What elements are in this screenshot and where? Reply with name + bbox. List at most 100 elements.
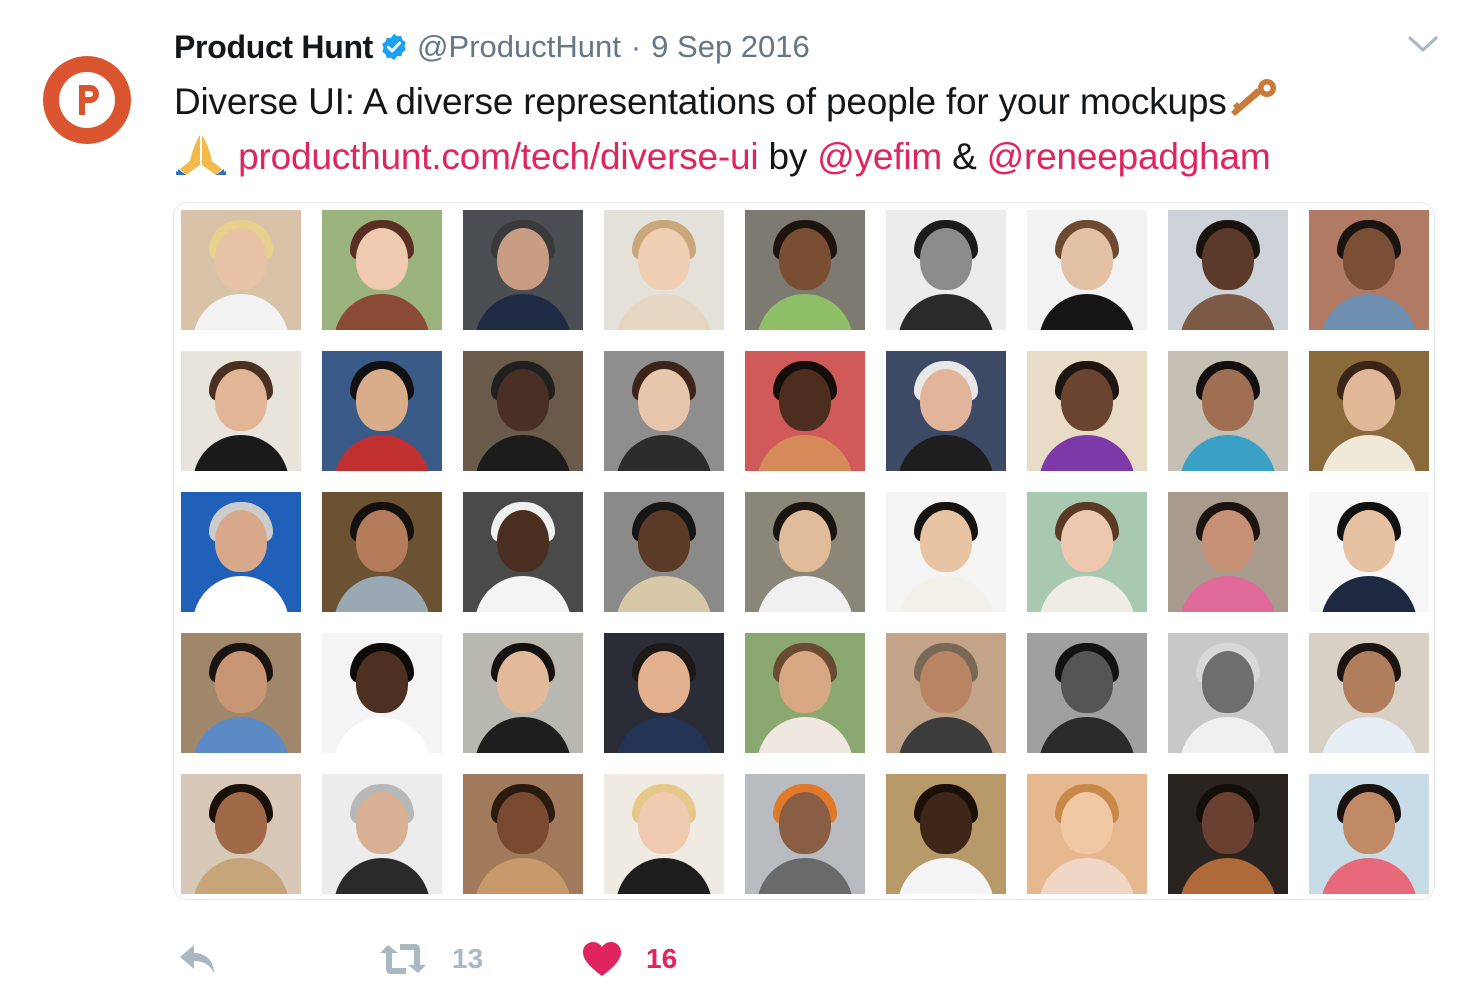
portrait-photo[interactable]: [1168, 633, 1288, 753]
portrait-head: [920, 792, 972, 854]
portrait-photo[interactable]: [322, 774, 442, 894]
portrait-photo[interactable]: [181, 492, 301, 612]
portrait-photo[interactable]: [463, 351, 583, 471]
portrait-head: [779, 369, 831, 431]
portrait-photo[interactable]: [604, 492, 724, 612]
portrait-photo[interactable]: [1168, 492, 1288, 612]
portrait-photo[interactable]: [1027, 351, 1147, 471]
portrait-body: [757, 294, 853, 330]
portrait-body: [1180, 294, 1276, 330]
portrait-head: [1343, 510, 1395, 572]
tweet-date[interactable]: 9 Sep 2016: [651, 29, 810, 64]
portrait-body: [1180, 435, 1276, 471]
portrait-head: [1202, 792, 1254, 854]
retweet-button[interactable]: 13: [378, 936, 483, 982]
portrait-photo[interactable]: [322, 633, 442, 753]
portrait-photo[interactable]: [1309, 210, 1429, 330]
portrait-photo[interactable]: [181, 351, 301, 471]
portrait-photo[interactable]: [463, 774, 583, 894]
portrait-head: [779, 228, 831, 290]
portrait-body: [898, 294, 994, 330]
portrait-body: [334, 576, 430, 612]
portrait-photo[interactable]: [1027, 774, 1147, 894]
portrait-photo[interactable]: [745, 774, 865, 894]
avatar[interactable]: [43, 56, 131, 144]
portrait-photo[interactable]: [1027, 492, 1147, 612]
like-button[interactable]: 16: [582, 936, 677, 982]
portrait-head: [215, 510, 267, 572]
portrait-body: [1321, 435, 1417, 471]
portrait-photo[interactable]: [1168, 351, 1288, 471]
mention-reneepadgham[interactable]: @reneepadgham: [986, 136, 1271, 177]
reply-icon: [180, 945, 214, 973]
portrait-photo[interactable]: [463, 210, 583, 330]
portrait-body: [1039, 435, 1135, 471]
portrait-photo[interactable]: [604, 351, 724, 471]
portrait-photo[interactable]: [181, 633, 301, 753]
portrait-body: [334, 858, 430, 894]
portrait-photo[interactable]: [181, 774, 301, 894]
portrait-body: [757, 717, 853, 753]
portrait-head: [497, 228, 549, 290]
author-name[interactable]: Product Hunt: [174, 28, 374, 65]
portrait-photo[interactable]: [322, 351, 442, 471]
portrait-photo[interactable]: [886, 492, 1006, 612]
portrait-photo[interactable]: [322, 210, 442, 330]
portrait-head: [638, 651, 690, 713]
portrait-photo[interactable]: [604, 210, 724, 330]
portrait-photo[interactable]: [1168, 210, 1288, 330]
portrait-photo[interactable]: [745, 633, 865, 753]
portrait-head: [1343, 792, 1395, 854]
portrait-photo[interactable]: [745, 210, 865, 330]
portrait-photo[interactable]: [1027, 210, 1147, 330]
portrait-body: [193, 858, 289, 894]
portrait-photo[interactable]: [886, 351, 1006, 471]
portrait-head: [497, 651, 549, 713]
portrait-photo[interactable]: [745, 351, 865, 471]
portrait-photo[interactable]: [1168, 774, 1288, 894]
portrait-body: [1039, 576, 1135, 612]
portrait-photo[interactable]: [1309, 351, 1429, 471]
portrait-head: [356, 369, 408, 431]
portrait-photo[interactable]: [322, 492, 442, 612]
portrait-body: [757, 435, 853, 471]
retweet-count: 13: [452, 943, 484, 974]
portrait-head: [638, 792, 690, 854]
portrait-photo[interactable]: [604, 633, 724, 753]
portrait-photo[interactable]: [463, 492, 583, 612]
product-hunt-logo-icon: [59, 72, 115, 128]
portrait-body: [1180, 858, 1276, 894]
portrait-photo[interactable]: [886, 774, 1006, 894]
portrait-body: [193, 576, 289, 612]
portrait-head: [1343, 369, 1395, 431]
portrait-head: [497, 369, 549, 431]
portrait-body: [475, 858, 571, 894]
portrait-photo[interactable]: [1309, 633, 1429, 753]
portrait-body: [1039, 858, 1135, 894]
portrait-head: [1061, 792, 1113, 854]
portrait-photo[interactable]: [181, 210, 301, 330]
portrait-photo[interactable]: [463, 633, 583, 753]
portrait-photo[interactable]: [1309, 774, 1429, 894]
mention-yefim[interactable]: @yefim: [817, 136, 942, 177]
tweet-link[interactable]: producthunt.com/tech/diverse-ui: [238, 136, 759, 177]
portrait-body: [616, 576, 712, 612]
portrait-photo[interactable]: [886, 633, 1006, 753]
portrait-photo[interactable]: [1309, 492, 1429, 612]
retweet-icon: [380, 944, 426, 974]
portrait-photo[interactable]: [604, 774, 724, 894]
portrait-photo[interactable]: [1027, 633, 1147, 753]
portrait-head: [215, 228, 267, 290]
portrait-head: [356, 651, 408, 713]
media-grid[interactable]: [173, 202, 1435, 900]
portrait-head: [215, 369, 267, 431]
portrait-head: [1343, 651, 1395, 713]
header-separator: ·: [630, 29, 642, 64]
chevron-down-icon[interactable]: [1406, 32, 1440, 56]
author-handle[interactable]: @ProductHunt: [417, 29, 621, 64]
portrait-photo[interactable]: [886, 210, 1006, 330]
portrait-head: [1061, 510, 1113, 572]
reply-button[interactable]: [176, 936, 220, 982]
portrait-photo[interactable]: [745, 492, 865, 612]
